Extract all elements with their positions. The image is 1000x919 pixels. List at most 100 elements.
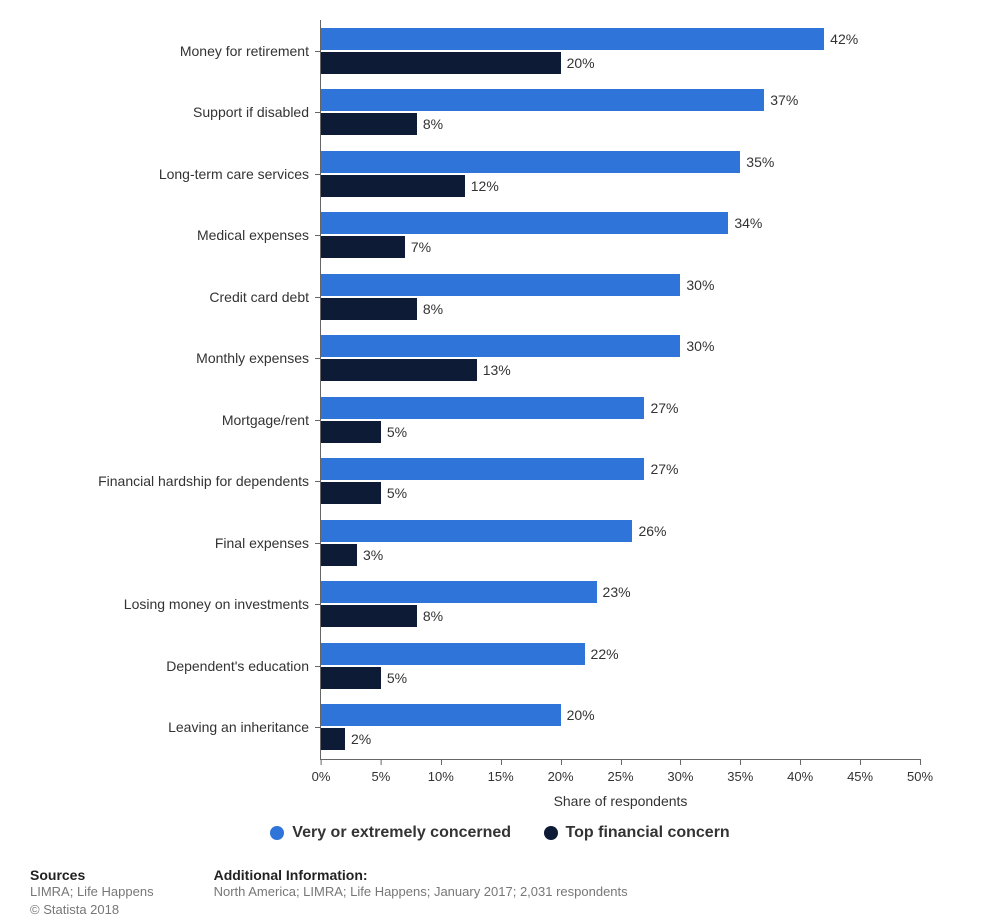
bar: 30% [321,335,680,357]
info-text: North America; LIMRA; Life Happens; Janu… [214,883,628,901]
bar-value-label: 13% [477,362,511,378]
category-label: Financial hardship for dependents [41,473,321,489]
category-row: Dependent's education22%5% [321,635,920,697]
bar-value-label: 20% [561,707,595,723]
category-row: Losing money on investments23%8% [321,574,920,636]
bar-value-label: 26% [632,523,666,539]
bar: 3% [321,544,357,566]
bar-value-label: 3% [357,547,383,563]
bar: 34% [321,212,728,234]
copyright-text: © Statista 2018 [30,901,154,919]
legend-item-0: Very or extremely concerned [270,824,511,842]
category-row: Long-term care services35%12% [321,143,920,205]
legend-swatch-icon [270,826,284,840]
x-tick: 40% [787,759,813,784]
footer: Sources LIMRA; Life Happens © Statista 2… [30,867,970,919]
bar: 27% [321,458,644,480]
bar-value-label: 23% [597,584,631,600]
category-row: Money for retirement42%20% [321,20,920,82]
bar-value-label: 5% [381,485,407,501]
legend-item-1: Top financial concern [544,824,730,842]
x-tick: 30% [667,759,693,784]
category-label: Long-term care services [41,166,321,182]
sources-text: LIMRA; Life Happens [30,883,154,901]
category-row: Medical expenses34%7% [321,205,920,267]
category-label: Mortgage/rent [41,412,321,428]
bar-value-label: 42% [824,31,858,47]
bar: 22% [321,643,585,665]
bar: 12% [321,175,465,197]
bar: 5% [321,667,381,689]
info-heading: Additional Information: [214,867,628,883]
category-label: Money for retirement [41,43,321,59]
bar: 8% [321,605,417,627]
category-row: Final expenses26%3% [321,512,920,574]
category-label: Medical expenses [41,227,321,243]
category-label: Monthly expenses [41,350,321,366]
bar-value-label: 37% [764,92,798,108]
bar: 5% [321,482,381,504]
bar-value-label: 7% [405,239,431,255]
x-tick: 0% [312,759,331,784]
x-tick: 10% [428,759,454,784]
category-label: Support if disabled [41,104,321,120]
bar-value-label: 12% [465,178,499,194]
bar-value-label: 5% [381,424,407,440]
bar: 42% [321,28,824,50]
bar-value-label: 8% [417,301,443,317]
category-row: Mortgage/rent27%5% [321,389,920,451]
bar: 20% [321,704,561,726]
legend-label: Very or extremely concerned [292,824,511,842]
category-label: Final expenses [41,535,321,551]
sources-heading: Sources [30,867,154,883]
category-row: Financial hardship for dependents27%5% [321,451,920,513]
bar: 37% [321,89,764,111]
legend-swatch-icon [544,826,558,840]
bar-value-label: 30% [680,338,714,354]
x-tick: 50% [907,759,933,784]
category-row: Leaving an inheritance20%2% [321,697,920,759]
category-row: Monthly expenses30%13% [321,328,920,390]
category-row: Credit card debt30%8% [321,266,920,328]
x-tick: 45% [847,759,873,784]
x-axis-label: Share of respondents [554,793,688,809]
x-tick: 15% [488,759,514,784]
bar: 5% [321,421,381,443]
bar: 8% [321,113,417,135]
legend: Very or extremely concerned Top financia… [30,824,970,845]
category-label: Losing money on investments [41,596,321,612]
info-block: Additional Information: North America; L… [214,867,628,919]
bar-value-label: 8% [417,116,443,132]
legend-label: Top financial concern [566,824,730,842]
x-tick: 25% [607,759,633,784]
bar-value-label: 5% [381,670,407,686]
bar: 20% [321,52,561,74]
bar-value-label: 34% [728,215,762,231]
bar: 13% [321,359,477,381]
bar: 27% [321,397,644,419]
x-tick: 20% [548,759,574,784]
bar-value-label: 20% [561,55,595,71]
bar-value-label: 8% [417,608,443,624]
bar: 8% [321,298,417,320]
bar: 35% [321,151,740,173]
category-label: Leaving an inheritance [41,719,321,735]
bar-value-label: 2% [345,731,371,747]
category-label: Credit card debt [41,289,321,305]
bar: 2% [321,728,345,750]
bar-value-label: 27% [644,461,678,477]
bar-value-label: 30% [680,277,714,293]
bar: 26% [321,520,632,542]
bar: 7% [321,236,405,258]
chart-container: Share of respondents 0% 5% 10% 15% 20% 25% 30%… [0,0,1000,889]
sources-block: Sources LIMRA; Life Happens © Statista 2… [30,867,154,919]
bar: 30% [321,274,680,296]
category-label: Dependent's education [41,658,321,674]
x-tick: 35% [727,759,753,784]
x-tick: 5% [371,759,390,784]
bar-value-label: 27% [644,400,678,416]
bar-value-label: 35% [740,154,774,170]
category-row: Support if disabled37%8% [321,82,920,144]
plot-area: Share of respondents 0%5%10%15%20%25%30%… [320,20,920,760]
bar: 23% [321,581,597,603]
